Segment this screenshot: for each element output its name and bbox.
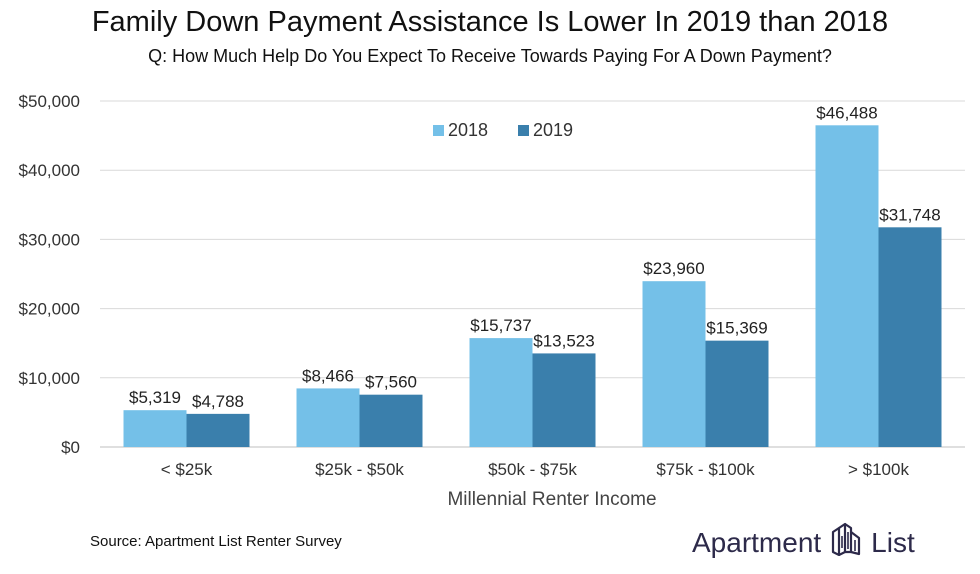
y-tick-label: $10,000	[19, 369, 80, 388]
bar-2018-2	[469, 338, 533, 447]
data-label: $4,788	[192, 392, 244, 411]
brand-logo: Apartment List	[692, 522, 915, 563]
legend-swatch-2018	[433, 125, 444, 136]
data-label: $15,737	[470, 316, 531, 335]
y-tick-label: $20,000	[19, 300, 80, 319]
bar-2019-2	[532, 353, 596, 447]
bar-2019-3	[705, 340, 769, 447]
y-tick-label: $0	[61, 438, 80, 457]
x-tick-label: $50k - $75k	[488, 460, 577, 479]
data-label: $46,488	[816, 103, 877, 122]
data-label: $7,560	[365, 373, 417, 392]
x-tick-label: $75k - $100k	[656, 460, 755, 479]
data-label: $31,748	[879, 205, 940, 224]
chart-subtitle: Q: How Much Help Do You Expect To Receiv…	[148, 46, 832, 66]
source-note: Source: Apartment List Renter Survey	[90, 533, 342, 550]
data-label: $23,960	[643, 259, 704, 278]
data-label: $5,319	[129, 388, 181, 407]
x-tick-label: > $100k	[848, 460, 909, 479]
bar-2018-4	[815, 125, 879, 447]
legend-label-2019: 2019	[533, 120, 573, 140]
y-tick-label: $50,000	[19, 92, 80, 111]
brand-text-left: Apartment	[692, 526, 822, 558]
bar-2018-0	[123, 410, 187, 447]
data-label: $8,466	[302, 366, 354, 385]
legend-label-2018: 2018	[448, 120, 488, 140]
bar-2019-4	[878, 227, 942, 447]
legend-swatch-2019	[518, 125, 529, 136]
data-label: $15,369	[706, 319, 767, 338]
chart-title: Family Down Payment Assistance Is Lower …	[91, 6, 889, 38]
y-tick-label: $30,000	[19, 230, 80, 249]
bar-2019-1	[359, 394, 423, 447]
bar-2019-0	[186, 413, 250, 447]
y-tick-label: $40,000	[19, 161, 80, 180]
brand-text-right: List	[871, 526, 915, 558]
bar-2018-1	[296, 388, 360, 447]
x-tick-label: < $25k	[161, 460, 213, 479]
x-tick-label: $25k - $50k	[315, 460, 404, 479]
x-axis-title: Millennial Renter Income	[447, 489, 656, 510]
data-label: $13,523	[533, 331, 594, 350]
apartment-list-logo-icon	[829, 522, 863, 563]
bar-2018-3	[642, 281, 706, 447]
